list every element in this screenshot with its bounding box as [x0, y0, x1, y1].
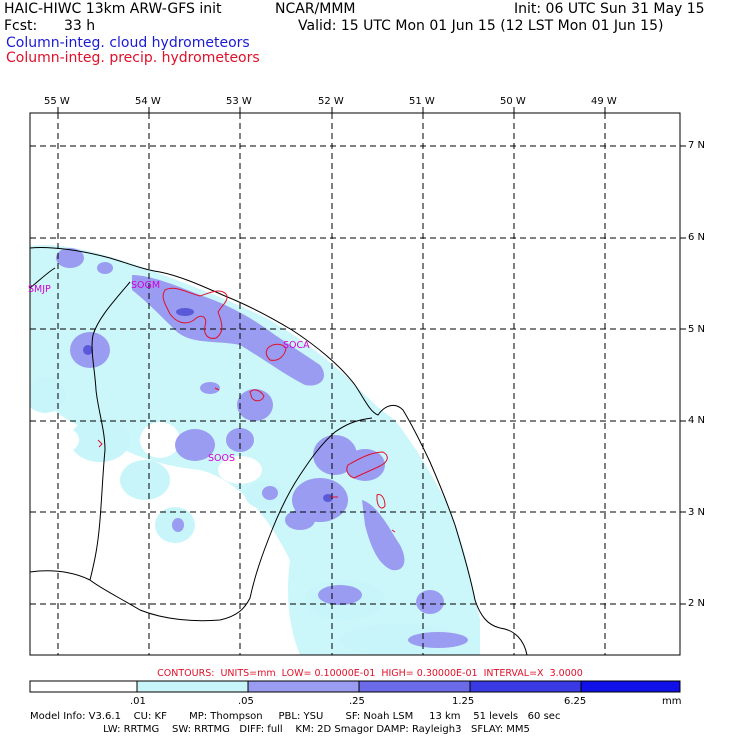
hydrometeor-fill: [30, 245, 480, 655]
colorbar-label: .05: [238, 696, 254, 707]
colorbar-label: .25: [349, 696, 365, 707]
lat-label: 3 N: [688, 507, 706, 518]
lat-label: 7 N: [688, 140, 706, 151]
model-info-line2: LW: RRTMG SW: RRTMG DIFF: full KM: 2D Sm…: [30, 724, 530, 735]
contours-info: CONTOURS: UNITS=mm LOW= 0.10000E-01 HIGH…: [157, 668, 583, 679]
model-info-line1: Model Info: V3.6.1 CU: KF MP: Thompson P…: [30, 711, 561, 722]
lon-label: 55 W: [44, 96, 70, 107]
lat-lon-grid: [30, 113, 680, 655]
colorbar-label: 1.25: [452, 696, 475, 707]
forecast-hours: 33 h: [64, 18, 96, 34]
lon-label: 54 W: [135, 96, 161, 107]
forecast-label: Fcst:: [4, 18, 38, 34]
colorbar-bin: [580, 680, 681, 693]
model-title: HAIC-HIWC 13km ARW-GFS init: [4, 1, 222, 17]
coastline: [30, 247, 528, 655]
lon-label: 51 W: [409, 96, 435, 107]
axis-ticks: [57, 107, 686, 605]
station-soos: SOOS: [208, 453, 236, 464]
init-time: Init: 06 UTC Sun 31 May 15: [514, 1, 705, 17]
precip-contours: [97, 287, 396, 533]
station-smjp: SMJP: [28, 284, 51, 295]
colorbar-bin: [247, 680, 360, 693]
map-frame: [29, 112, 681, 656]
colorbar-unit: mm: [662, 696, 682, 707]
colorbar-label: .01: [130, 696, 146, 707]
field-cloud-label: Column-integ. cloud hydrometeors: [6, 35, 250, 51]
valid-time: Valid: 15 UTC Mon 01 Jun 15 (12 LST Mon …: [298, 18, 664, 34]
lon-label: 50 W: [500, 96, 526, 107]
colorbar-bin: [136, 680, 249, 693]
station-sogm: SOGM: [131, 280, 161, 291]
lon-label: 52 W: [318, 96, 344, 107]
lon-label: 53 W: [226, 96, 252, 107]
colorbar: [29, 680, 681, 693]
org-label: NCAR/MMM: [275, 1, 356, 17]
lat-label: 6 N: [688, 232, 706, 243]
colorbar-bin: [469, 680, 582, 693]
lat-label: 4 N: [688, 415, 706, 426]
lon-label: 49 W: [591, 96, 617, 107]
lat-label: 5 N: [688, 324, 706, 335]
station-soca: SOCA: [283, 340, 310, 351]
colorbar-bin: [29, 680, 138, 693]
lat-label: 2 N: [688, 598, 706, 609]
field-precip-label: Column-integ. precip. hydrometeors: [6, 50, 260, 66]
colorbar-bin: [358, 680, 471, 693]
colorbar-label: 6.25: [564, 696, 587, 707]
